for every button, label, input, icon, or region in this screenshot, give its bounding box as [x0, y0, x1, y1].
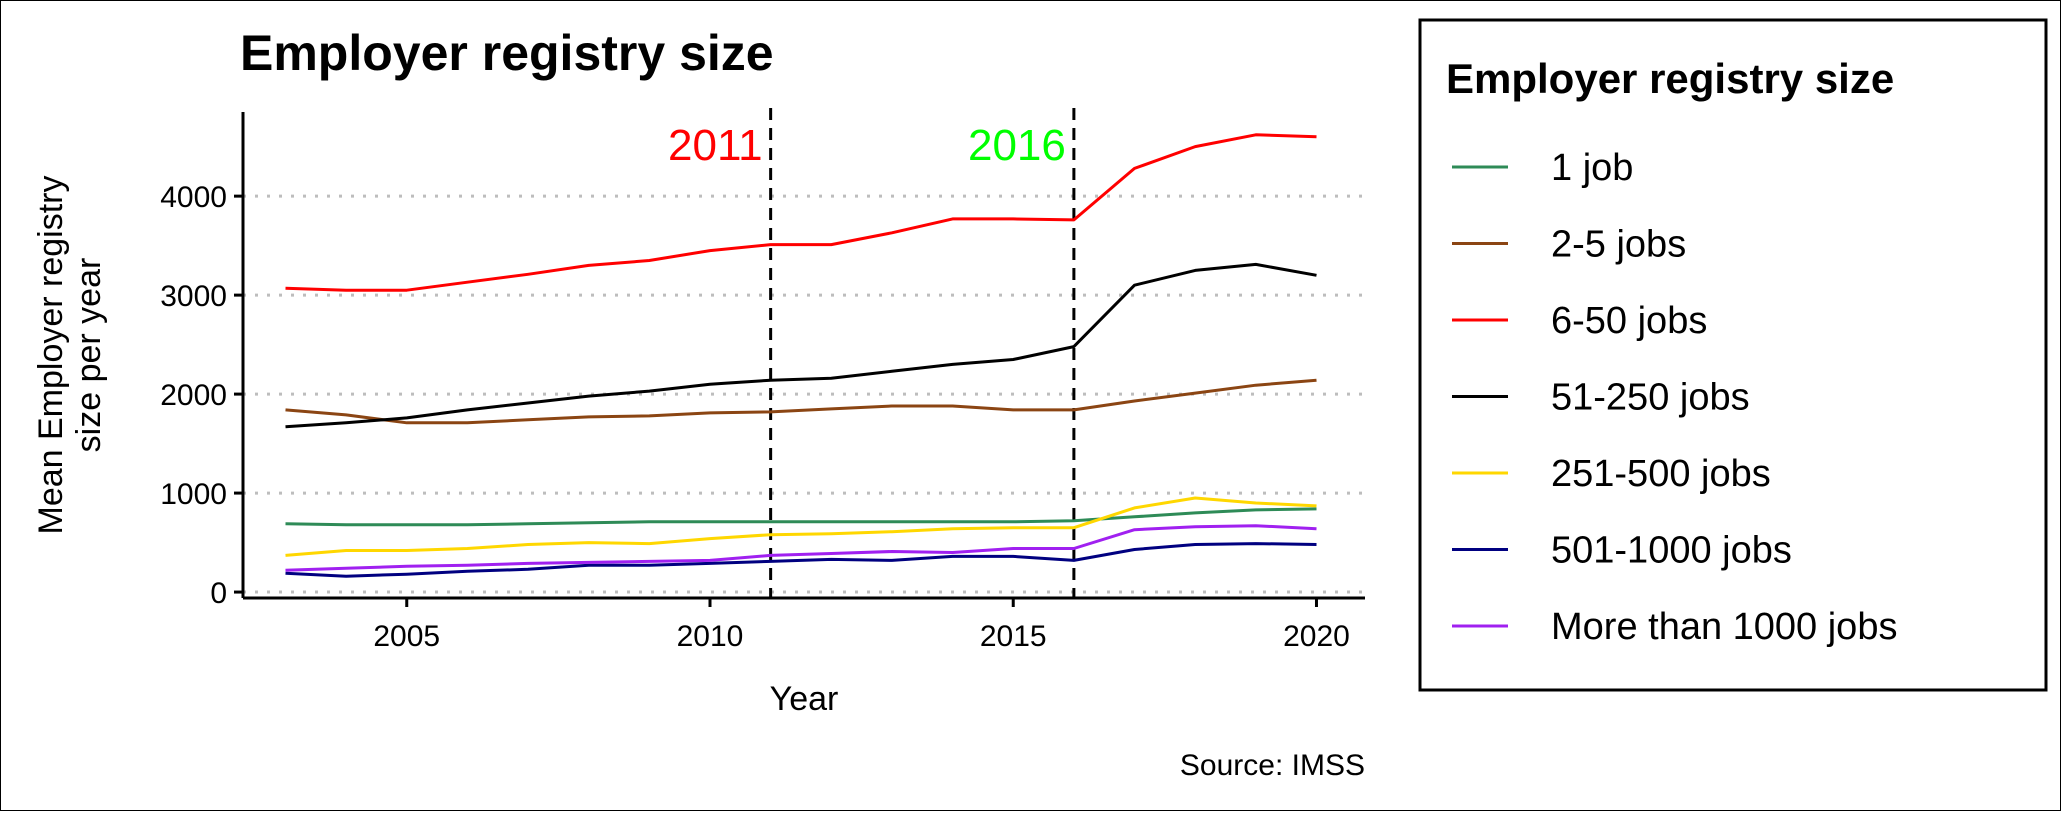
legend-box [1418, 18, 2048, 692]
reference-label-2016: 2016 [968, 121, 1066, 170]
legend-label-2: 6-50 jobs [1551, 300, 1707, 342]
axes [241, 112, 1365, 600]
legend-label-5: 501-1000 jobs [1551, 530, 1792, 572]
legend-label-1: 2-5 jobs [1551, 224, 1686, 266]
x-axis-label: Year [770, 680, 839, 718]
y-tick-label-2000: 2000 [160, 379, 227, 412]
legend-label-4: 251-500 jobs [1551, 453, 1771, 495]
series-line-6 [285, 524, 1317, 572]
legend-label-3: 51-250 jobs [1551, 377, 1750, 419]
series-line-2 [285, 133, 1317, 292]
y-axis-label-line-2: size per year [70, 258, 108, 453]
legend-items: 1 job 2-5 jobs 6-50 jobs 51-250 jobs 251-500… [1452, 147, 1897, 648]
series-line-5 [285, 542, 1317, 578]
x-ticks: 2005 2010 2015 2020 [373, 598, 1350, 653]
source-caption: Source: IMSS [1180, 749, 1365, 782]
legend-label-0: 1 job [1551, 147, 1633, 189]
legend-title: Employer registry size [1446, 55, 1894, 102]
x-tick-label-2020: 2020 [1283, 620, 1350, 653]
y-tick-label-0: 0 [210, 577, 227, 610]
series-lines [285, 133, 1317, 578]
y-tick-label-4000: 4000 [160, 181, 227, 214]
series-line-4 [285, 496, 1317, 557]
reference-lines: 2011 2016 [668, 108, 1076, 598]
x-tick-label-2015: 2015 [980, 620, 1047, 653]
y-axis-label: Mean Employer registry size per year [32, 175, 108, 534]
y-ticks: 0 1000 2000 3000 4000 [160, 181, 243, 610]
x-tick-label-2005: 2005 [373, 620, 440, 653]
legend-label-6: More than 1000 jobs [1551, 606, 1897, 648]
reference-label-2011: 2011 [668, 121, 763, 170]
chart-title: Employer registry size [240, 25, 774, 81]
y-tick-label-1000: 1000 [160, 478, 227, 511]
y-tick-label-3000: 3000 [160, 280, 227, 313]
series-line-0 [285, 507, 1317, 527]
y-axis-label-line-1: Mean Employer registry [32, 175, 70, 534]
series-line-1 [285, 378, 1317, 425]
legend: Employer registry size 1 job 2-5 jobs 6-50… [1418, 18, 2048, 692]
series-line-3 [285, 262, 1317, 429]
x-tick-label-2010: 2010 [677, 620, 744, 653]
